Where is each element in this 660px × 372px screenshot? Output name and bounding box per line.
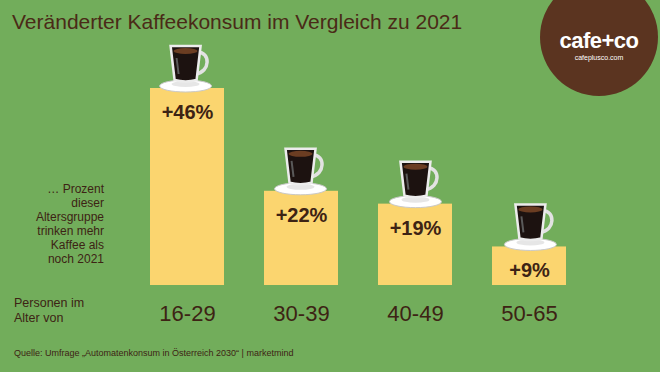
html-text:Quelle: Umfrage „Automatenkons: Quelle: Umfrage „Automatenkonsum in Öste…	[14, 348, 294, 358]
html-text:Personen im Alter von: Personen im Alter von	[14, 296, 85, 325]
svg-text:+9%: +9%	[509, 259, 550, 281]
svg-text:+22%: +22%	[276, 204, 328, 226]
svg-text:40-49: 40-49	[387, 301, 443, 326]
html-text:cafeplusco.com: cafeplusco.com	[574, 54, 624, 61]
svg-text:16-29: 16-29	[159, 301, 215, 326]
svg-text:+46%: +46%	[162, 101, 214, 123]
svg-text:50-65: 50-65	[501, 301, 557, 326]
html-text:cafe+co: cafe+co	[559, 28, 639, 53]
svg-text:30-39: 30-39	[273, 301, 329, 326]
svg-text:+19%: +19%	[390, 217, 442, 239]
html-text:Veränderter Kaffeekonsum im Ve: Veränderter Kaffeekonsum im Vergleich zu…	[12, 10, 463, 33]
html-text:… Prozent dieser Altersgruppe: … Prozent dieser Altersgruppe trinken me…	[36, 182, 104, 266]
